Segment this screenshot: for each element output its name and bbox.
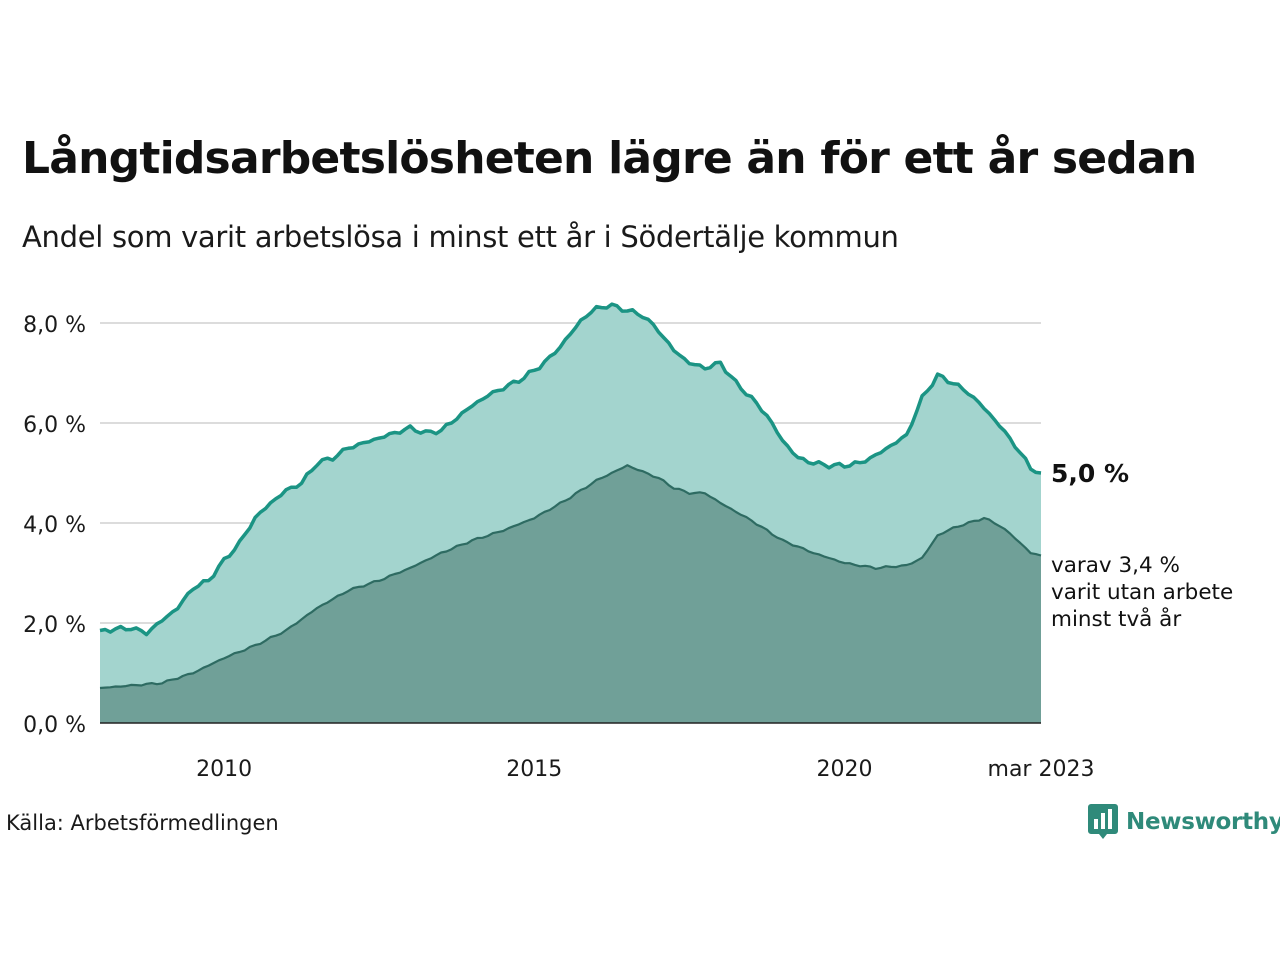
newsworthy-logo[interactable]: Newsworthy [1088, 804, 1280, 840]
chart-title: Långtidsarbetslösheten lägre än för ett … [22, 133, 1197, 184]
y-tick-label: 0,0 % [23, 713, 86, 738]
source-note: Källa: Arbetsförmedlingen [6, 811, 279, 835]
main-value-label: 5,0 % [1051, 459, 1129, 488]
series-line-2 [99, 464, 1042, 690]
series-layer [99, 302, 1042, 723]
logo-text: Newsworthy [1126, 809, 1280, 835]
x-tick-label: 2015 [506, 757, 562, 782]
x-tick-label: 2020 [817, 757, 873, 782]
y-tick-label: 4,0 % [23, 513, 86, 538]
chart-subtitle: Andel som varit arbetslösa i minst ett å… [22, 220, 899, 254]
newsworthy-bar-chart-icon [1088, 804, 1118, 839]
x-tick-label: mar 2023 [988, 757, 1095, 782]
sub-annotation-line: minst två år [1051, 606, 1181, 632]
sub-annotation-line: varit utan arbete [1051, 580, 1233, 605]
y-tick-label: 8,0 % [23, 313, 86, 338]
series-area-2 [100, 465, 1041, 723]
x-tick-label: 2010 [196, 757, 252, 782]
series-line-1 [99, 302, 1042, 637]
y-tick-label: 6,0 % [23, 413, 86, 438]
axis-layer: 0,0 % 2,0 % 4,0 % 6,0 % 8,0 % 2010 2015 2020 mar… [23, 313, 1094, 782]
y-tick-label: 2,0 % [23, 613, 86, 638]
sub-annotation-line: varav 3,4 % [1051, 553, 1180, 578]
